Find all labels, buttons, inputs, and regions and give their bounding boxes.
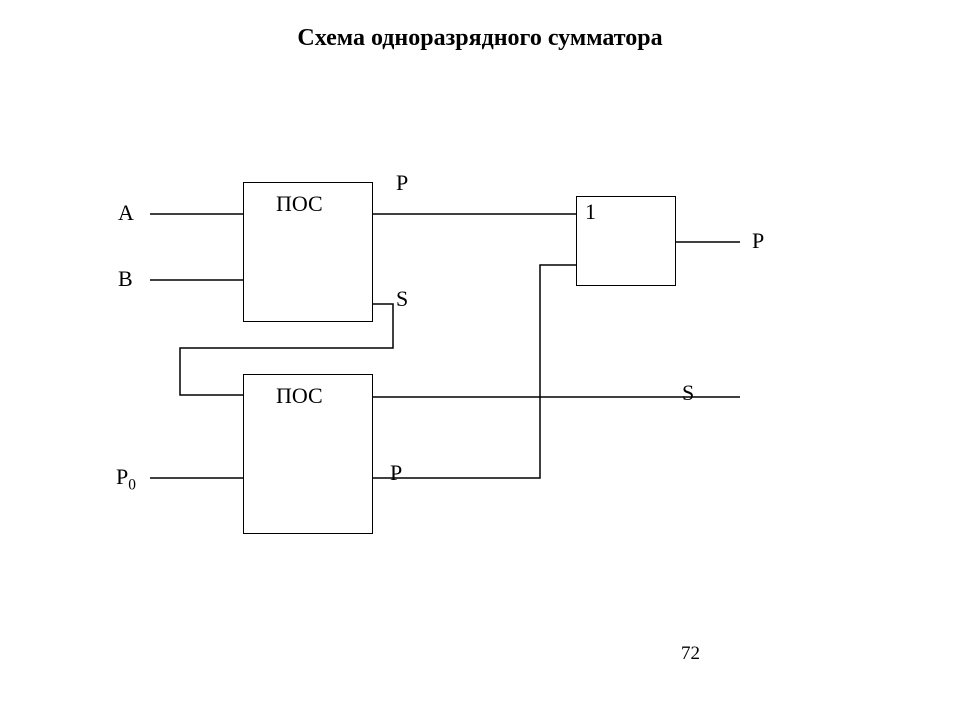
block-pos1: ПОС — [243, 182, 373, 322]
block-or1: 1 — [576, 196, 676, 286]
block-pos2: ПОС — [243, 374, 373, 534]
label-p-bot: P — [390, 460, 402, 486]
label-a: A — [118, 200, 134, 226]
label-p0: P0 — [116, 464, 136, 494]
label-p-top: P — [396, 170, 408, 196]
label-p-out: P — [752, 228, 764, 254]
wires-layer — [0, 0, 960, 720]
label-s-mid: S — [396, 286, 408, 312]
label-s-out: S — [682, 380, 694, 406]
diagram-title: Схема одноразрядного сумматора — [0, 25, 960, 52]
block-pos2-label: ПОС — [276, 383, 323, 409]
label-b: B — [118, 266, 133, 292]
block-pos1-label: ПОС — [276, 191, 323, 217]
page-number: 72 — [681, 643, 700, 665]
diagram-canvas: Схема одноразрядного сумматора ПОС ПОС 1… — [0, 0, 960, 720]
block-or1-label: 1 — [585, 199, 596, 225]
